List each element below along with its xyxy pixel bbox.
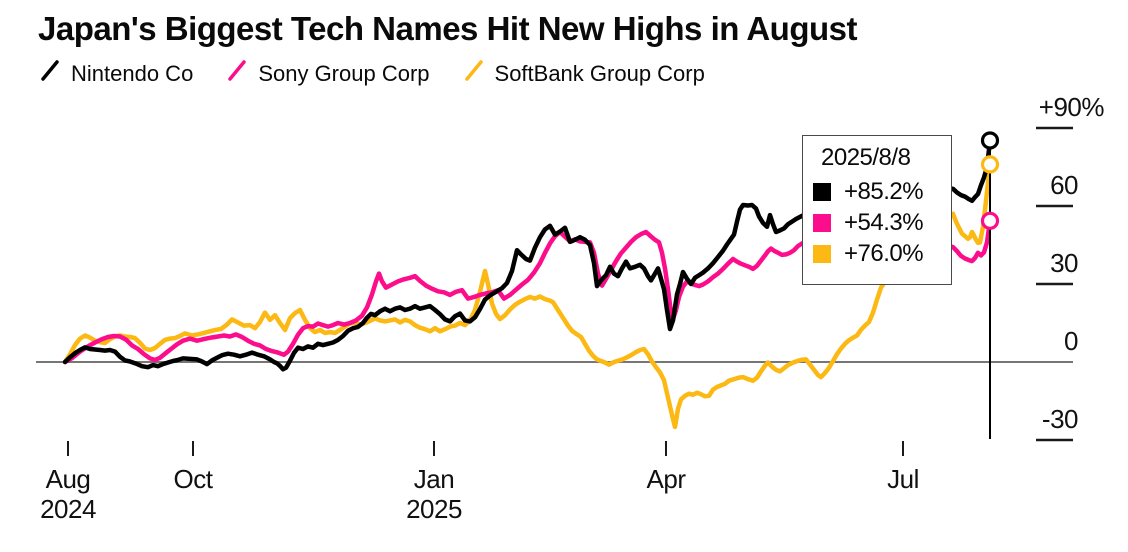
legend-label-nintendo: Nintendo Co bbox=[71, 60, 194, 86]
legend-label-sony: Sony Group Corp bbox=[258, 60, 430, 86]
y-axis-label: 0 bbox=[1064, 326, 1078, 356]
line-swatch-icon bbox=[40, 59, 60, 88]
tooltip-row-sony: +54.3% bbox=[813, 207, 951, 238]
end-marker-sony-group-corp bbox=[980, 211, 1000, 230]
line-swatch-icon bbox=[464, 59, 484, 88]
tooltip-value-sony: +54.3% bbox=[844, 208, 924, 236]
legend-item-softbank: SoftBank Group Corp bbox=[464, 59, 705, 88]
y-axis-label: -30 bbox=[1042, 404, 1078, 434]
tooltip-value-nintendo: +85.2% bbox=[844, 177, 924, 205]
chart-title: Japan's Biggest Tech Names Hit New Highs… bbox=[38, 10, 858, 47]
end-marker-nintendo-co bbox=[980, 131, 1000, 150]
nintendo-swatch-icon bbox=[813, 182, 831, 201]
x-axis-label: Jan bbox=[414, 464, 454, 494]
x-axis-label: Jul bbox=[887, 464, 919, 494]
tooltip-value-softbank: +76.0% bbox=[844, 239, 924, 267]
legend-label-softbank: SoftBank Group Corp bbox=[494, 60, 705, 86]
tooltip-row-nintendo: +85.2% bbox=[813, 176, 951, 207]
y-axis-label: +90% bbox=[1039, 92, 1105, 122]
y-axis-label: 60 bbox=[1050, 170, 1078, 200]
series-line-softbank-group-corp bbox=[62, 162, 993, 430]
tooltip-date: 2025/8/8 bbox=[821, 144, 911, 171]
legend: Nintendo Co Sony Group Corp SoftBank Gro… bbox=[40, 59, 705, 88]
legend-item-sony: Sony Group Corp bbox=[227, 59, 430, 88]
legend-item-nintendo: Nintendo Co bbox=[40, 59, 193, 88]
end-marker-softbank-group-corp bbox=[980, 155, 1000, 174]
sony-swatch-icon bbox=[813, 213, 831, 232]
x-axis-label: Apr bbox=[647, 464, 687, 494]
softbank-swatch-icon bbox=[813, 244, 831, 263]
crosshair-tooltip: 2025/8/8 +85.2% +54.3% +76.0% bbox=[802, 135, 952, 285]
x-axis-label: Aug bbox=[46, 464, 91, 494]
tooltip-row-softbank: +76.0% bbox=[813, 238, 951, 269]
y-axis-label: 30 bbox=[1050, 248, 1078, 278]
line-swatch-icon bbox=[227, 59, 247, 88]
x-axis-year-label: 2024 bbox=[40, 494, 96, 524]
x-axis-year-label: 2025 bbox=[406, 494, 462, 524]
x-axis-label: Oct bbox=[174, 464, 214, 494]
